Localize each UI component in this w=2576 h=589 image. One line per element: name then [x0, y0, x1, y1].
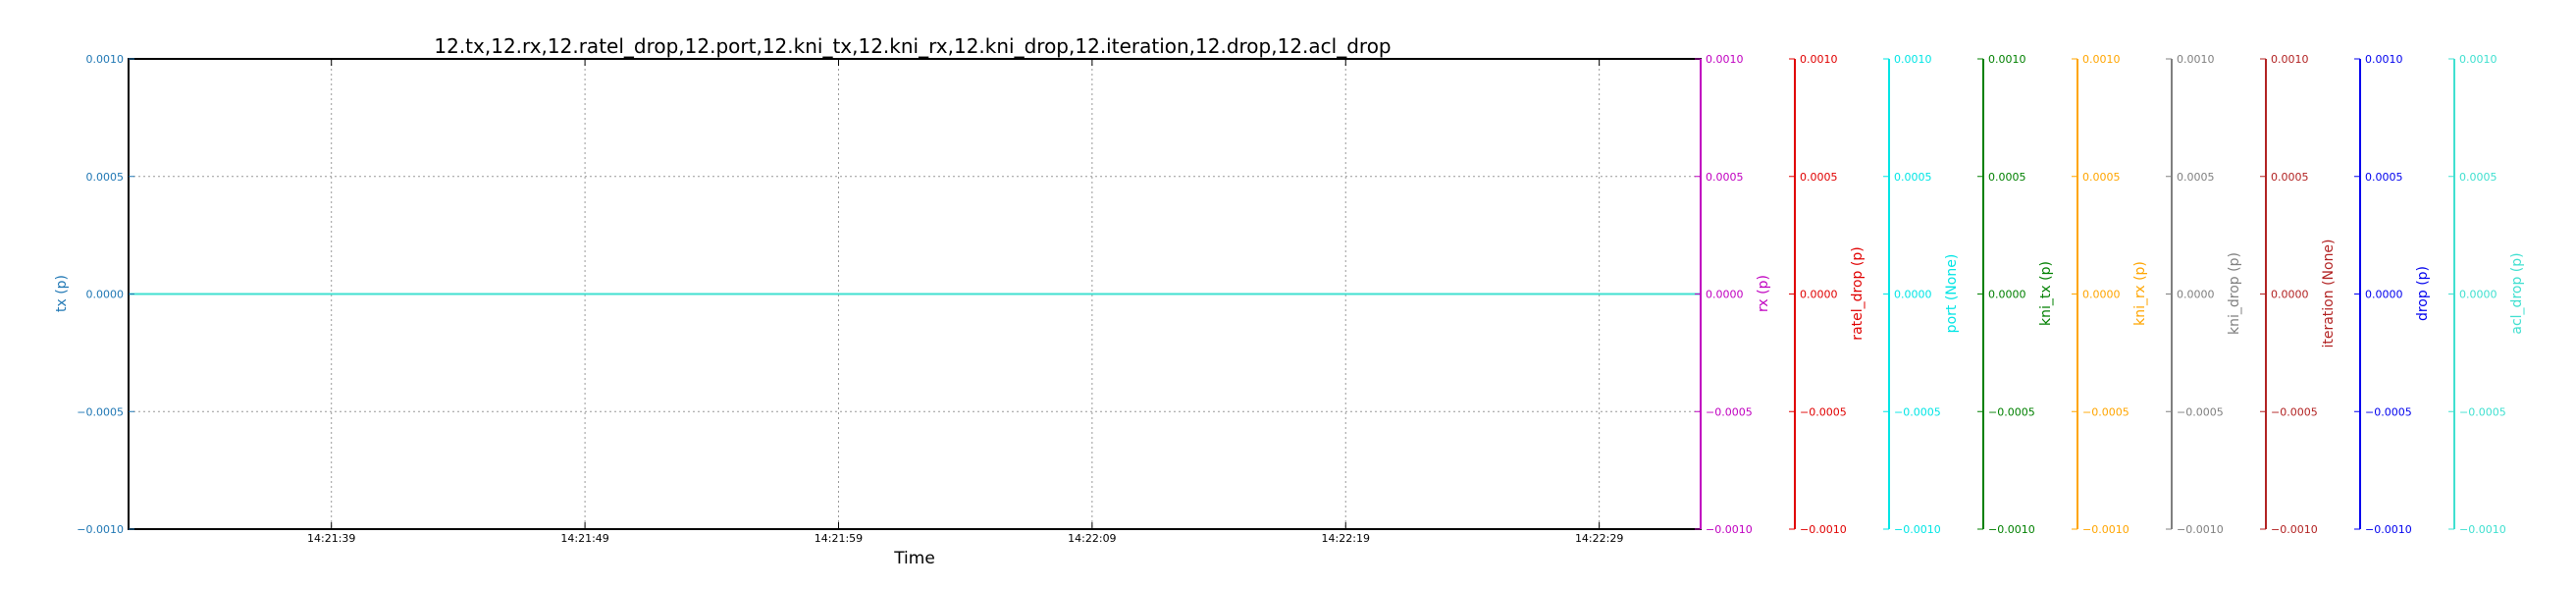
- y-tick-label: 0.0010: [1706, 53, 1744, 66]
- x-tick-label: 14:22:29: [1575, 532, 1623, 545]
- y-axis-label: kni_rx (p): [2132, 261, 2148, 326]
- y-tick-label: 0.0010: [2459, 53, 2497, 66]
- y-axis-0: 0.0010 0.0005 0.0000 −0.0005 −0.0010 tx (p): [54, 53, 134, 536]
- x-tick-label: 14:22:19: [1322, 532, 1370, 545]
- y-tick-label: 0.0000: [2271, 289, 2309, 301]
- y-tick-label: −0.0005: [2271, 405, 2318, 418]
- x-tick-label: 14:21:59: [815, 532, 863, 545]
- y-tick-label: −0.0010: [1706, 523, 1753, 536]
- y-axis-9: 0.0010 0.0005 0.0000 −0.0005 −0.0010 acl_drop…: [2448, 53, 2525, 536]
- y-axis-label: kni_tx (p): [2038, 261, 2054, 326]
- y-tick-label: −0.0010: [1800, 523, 1847, 536]
- x-axis: 14:21:39 14:21:49 14:21:59 14:22:09 14:22:19…: [307, 59, 1623, 545]
- y-tick-label: −0.0010: [2459, 523, 2506, 536]
- y-tick-label: −0.0010: [2082, 523, 2129, 536]
- y-axis-label: iteration (None): [2321, 239, 2337, 348]
- y-tick-label: −0.0010: [2365, 523, 2412, 536]
- y-tick-label: 0.0005: [2082, 171, 2121, 184]
- y-tick-label: 0.0005: [1800, 171, 1838, 184]
- y-tick-label: 0.0000: [2459, 289, 2497, 301]
- y-tick-label: 0.0000: [2365, 289, 2403, 301]
- y-axis-2: 0.0010 0.0005 0.0000 −0.0005 −0.0010 ratel_dr…: [1789, 53, 1866, 536]
- y-tick-label: 0.0010: [2271, 53, 2309, 66]
- y-axis-5: 0.0010 0.0005 0.0000 −0.0005 −0.0010 kni_rx (…: [2072, 53, 2148, 536]
- y-tick-label: −0.0010: [2177, 523, 2224, 536]
- y-tick-label: −0.0010: [77, 523, 124, 536]
- y-tick-label: −0.0005: [2082, 405, 2129, 418]
- y-tick-label: −0.0005: [1894, 405, 1941, 418]
- y-tick-label: 0.0000: [1706, 289, 1744, 301]
- y-axis-label: port (None): [1944, 254, 1960, 334]
- y-axis-6: 0.0010 0.0005 0.0000 −0.0005 −0.0010 kni_drop…: [2166, 53, 2242, 536]
- y-tick-label: 0.0005: [2365, 171, 2403, 184]
- y-axis-7: 0.0010 0.0005 0.0000 −0.0005 −0.0010 iteratio…: [2260, 53, 2337, 536]
- y-tick-label: 0.0010: [86, 53, 125, 66]
- x-tick-label: 14:22:09: [1068, 532, 1116, 545]
- y-tick-label: −0.0005: [77, 405, 124, 418]
- y-tick-label: 0.0000: [1988, 289, 2026, 301]
- y-tick-label: 0.0005: [1706, 171, 1744, 184]
- y-tick-label: −0.0005: [2365, 405, 2412, 418]
- y-tick-label: −0.0005: [1800, 405, 1847, 418]
- y-tick-label: 0.0005: [1988, 171, 2026, 184]
- y-tick-label: 0.0000: [1800, 289, 1838, 301]
- y-axis-1: 0.0010 0.0005 0.0000 −0.0005 −0.0010 rx (p): [1695, 53, 1771, 536]
- y-axis-label: drop (p): [2415, 266, 2431, 321]
- y-tick-label: −0.0010: [1988, 523, 2035, 536]
- y-tick-label: 0.0005: [1894, 171, 1932, 184]
- y-tick-label: −0.0010: [1894, 523, 1941, 536]
- y-tick-label: 0.0005: [2271, 171, 2309, 184]
- y-tick-label: 0.0000: [1894, 289, 1932, 301]
- x-tick-label: 14:21:39: [307, 532, 355, 545]
- y-axis-4: 0.0010 0.0005 0.0000 −0.0005 −0.0010 kni_tx (…: [1977, 53, 2054, 536]
- y-tick-label: −0.0005: [1706, 405, 1753, 418]
- y-axis-label: acl_drop (p): [2509, 252, 2525, 334]
- y-tick-label: 0.0010: [2082, 53, 2121, 66]
- y-tick-label: 0.0010: [1988, 53, 2026, 66]
- y-tick-label: −0.0005: [2177, 405, 2224, 418]
- y-axis-label: kni_drop (p): [2227, 252, 2242, 335]
- y-tick-label: 0.0005: [2177, 171, 2215, 184]
- y-tick-label: −0.0005: [2459, 405, 2506, 418]
- y-tick-label: 0.0010: [1800, 53, 1838, 66]
- y-tick-label: −0.0005: [1988, 405, 2035, 418]
- y-tick-label: 0.0010: [2177, 53, 2215, 66]
- y-tick-label: 0.0005: [2459, 171, 2497, 184]
- y-axis-label: ratel_drop (p): [1850, 246, 1866, 340]
- x-axis-label: Time: [893, 549, 935, 568]
- y-tick-label: 0.0010: [1894, 53, 1932, 66]
- y-tick-label: 0.0005: [86, 171, 125, 184]
- y-axis-8: 0.0010 0.0005 0.0000 −0.0005 −0.0010 drop (p): [2354, 53, 2431, 536]
- y-tick-label: 0.0000: [86, 289, 125, 301]
- y-axis-3: 0.0010 0.0005 0.0000 −0.0005 −0.0010 port (No…: [1883, 53, 1960, 536]
- y-tick-label: 0.0010: [2365, 53, 2403, 66]
- y-axis-label: tx (p): [54, 275, 70, 312]
- y-axis-label: rx (p): [1756, 275, 1771, 312]
- y-tick-label: −0.0010: [2271, 523, 2318, 536]
- y-tick-label: 0.0000: [2082, 289, 2121, 301]
- y-tick-label: 0.0000: [2177, 289, 2215, 301]
- chart-title: 12.tx,12.rx,12.ratel_drop,12.port,12.kni…: [434, 34, 1391, 58]
- x-tick-label: 14:21:49: [560, 532, 608, 545]
